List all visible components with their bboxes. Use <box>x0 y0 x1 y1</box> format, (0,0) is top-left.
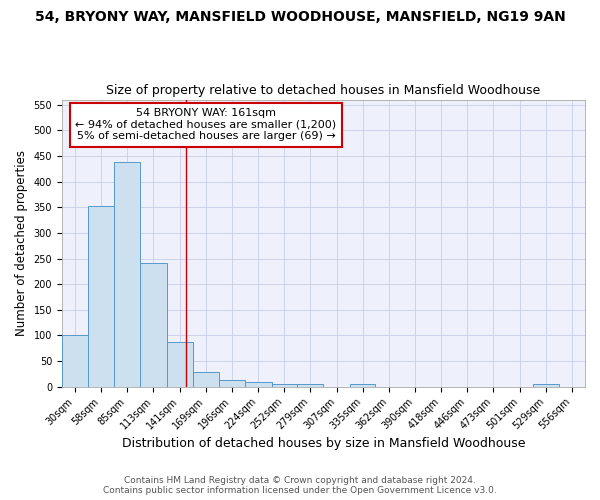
Bar <box>140 263 167 386</box>
Bar <box>88 206 114 386</box>
Bar <box>533 384 559 386</box>
X-axis label: Distribution of detached houses by size in Mansfield Woodhouse: Distribution of detached houses by size … <box>122 437 525 450</box>
Bar <box>114 162 140 386</box>
Bar <box>245 382 272 386</box>
Bar <box>193 372 218 386</box>
Bar <box>167 342 193 386</box>
Text: 54, BRYONY WAY, MANSFIELD WOODHOUSE, MANSFIELD, NG19 9AN: 54, BRYONY WAY, MANSFIELD WOODHOUSE, MAN… <box>35 10 565 24</box>
Text: 54 BRYONY WAY: 161sqm
← 94% of detached houses are smaller (1,200)
5% of semi-de: 54 BRYONY WAY: 161sqm ← 94% of detached … <box>76 108 337 142</box>
Bar <box>350 384 376 386</box>
Bar <box>218 380 245 386</box>
Bar <box>272 384 297 386</box>
Bar <box>62 336 88 386</box>
Text: Contains HM Land Registry data © Crown copyright and database right 2024.
Contai: Contains HM Land Registry data © Crown c… <box>103 476 497 495</box>
Bar <box>297 384 323 386</box>
Title: Size of property relative to detached houses in Mansfield Woodhouse: Size of property relative to detached ho… <box>106 84 541 97</box>
Y-axis label: Number of detached properties: Number of detached properties <box>15 150 28 336</box>
